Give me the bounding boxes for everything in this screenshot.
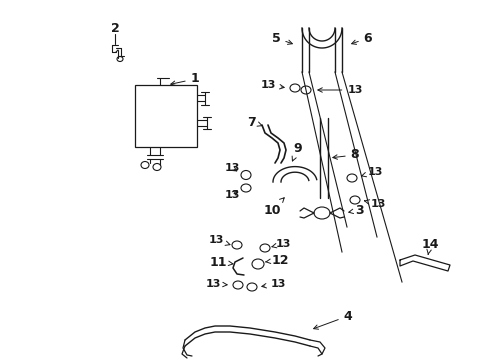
Text: 13: 13 (224, 163, 239, 173)
Text: 11: 11 (209, 256, 232, 269)
Text: 6: 6 (351, 31, 371, 45)
Text: 1: 1 (170, 72, 199, 85)
Text: 3: 3 (348, 203, 364, 216)
Text: 4: 4 (313, 310, 352, 329)
Text: 12: 12 (265, 253, 288, 266)
Text: 13: 13 (205, 279, 227, 289)
Text: 10: 10 (263, 198, 284, 216)
Text: 13: 13 (224, 190, 239, 200)
Text: 9: 9 (291, 141, 302, 161)
Text: 13: 13 (364, 199, 385, 209)
Text: 14: 14 (420, 238, 438, 255)
Text: 13: 13 (317, 85, 362, 95)
Bar (135, 85, 197, 147)
Text: 5: 5 (271, 31, 292, 45)
Text: 13: 13 (361, 167, 382, 177)
Text: 13: 13 (261, 279, 285, 289)
Text: 8: 8 (332, 148, 359, 162)
Text: 13: 13 (208, 235, 229, 246)
Text: 7: 7 (247, 116, 262, 129)
Text: 13: 13 (271, 239, 290, 249)
Text: 13: 13 (260, 80, 284, 90)
Text: 2: 2 (110, 22, 119, 35)
